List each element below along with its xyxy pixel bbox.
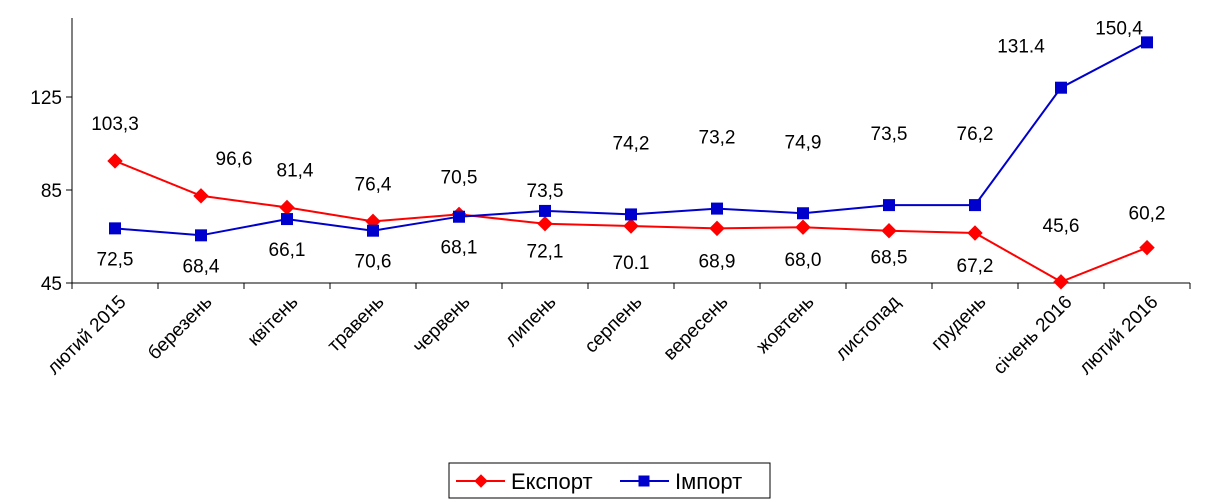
export-point — [881, 222, 897, 239]
import-point — [797, 207, 809, 220]
legend-import-label: Імпорт — [675, 469, 742, 494]
export-point — [107, 153, 123, 169]
x-tick-label: січень 2016 — [989, 292, 1076, 379]
import-point — [1141, 36, 1153, 49]
export-point — [709, 220, 725, 237]
export-point — [1139, 239, 1155, 256]
export-value-label: 96,6 — [216, 149, 253, 170]
x-tick-label: жовтень — [752, 292, 818, 358]
export-value-label: 81,4 — [277, 160, 314, 181]
legend: Експорт Імпорт — [448, 462, 771, 499]
import-point — [969, 199, 981, 212]
x-tick-label: листопад — [832, 292, 905, 365]
x-tick-label: грудень — [927, 292, 990, 355]
data-labels: 103,3 96,6 81,4 76,4 70,5 72,1 70.1 68,9 68,0 68,… — [91, 18, 1165, 277]
import-point — [367, 224, 379, 237]
x-tick-label: серпень — [581, 292, 647, 358]
x-tick-label: лютий 2015 — [43, 292, 130, 379]
export-point — [1053, 274, 1069, 290]
import-value-label: 70,6 — [355, 252, 392, 273]
export-value-label: 67,2 — [957, 256, 994, 277]
x-tick-label: вересень — [660, 292, 733, 365]
x-tick-label: лютий 2016 — [1075, 292, 1162, 379]
x-tick-label: квітень — [244, 292, 303, 351]
import-value-label: 73,5 — [527, 181, 564, 202]
export-point — [537, 216, 553, 232]
export-value-label: 68,5 — [871, 248, 908, 269]
series-layer — [107, 36, 1155, 290]
x-tick-label: червень — [409, 292, 475, 358]
import-value-label: 73,2 — [699, 128, 736, 149]
export-value-label: 68,0 — [785, 250, 822, 271]
import-point — [539, 204, 551, 217]
legend-export-label: Експорт — [511, 469, 593, 494]
y-tick-label: 45 — [41, 274, 62, 295]
export-value-label: 45,6 — [1043, 216, 1080, 237]
import-value-label: 74,9 — [785, 132, 822, 153]
import-value-label: 74,2 — [613, 133, 650, 154]
import-value-label: 73,5 — [871, 124, 908, 145]
export-value-label: 68,9 — [699, 251, 736, 272]
export-value-label: 103,3 — [91, 114, 139, 135]
export-point — [193, 188, 209, 204]
export-value-label: 70,5 — [441, 167, 478, 188]
y-tick-label: 85 — [41, 181, 62, 202]
import-point — [195, 229, 207, 242]
import-value-label: 131.4 — [997, 37, 1045, 58]
import-value-label: 72,5 — [97, 249, 134, 270]
export-value-label: 76,4 — [355, 174, 392, 195]
import-point — [711, 202, 723, 215]
export-point — [279, 199, 295, 216]
export-point — [967, 225, 983, 241]
x-tick-label: травень — [324, 292, 389, 357]
export-value-label: 60,2 — [1129, 204, 1166, 225]
export-point — [795, 219, 811, 235]
import-value-label: 68,1 — [441, 238, 478, 259]
x-tick-label: липень — [501, 292, 560, 351]
import-value-label: 66,1 — [269, 240, 306, 261]
x-tick-label: березень — [144, 292, 216, 364]
import-point — [883, 199, 895, 212]
import-point — [109, 222, 121, 235]
export-value-label: 70.1 — [613, 253, 650, 274]
import-value-label: 76,2 — [957, 124, 994, 145]
import-point — [453, 210, 465, 223]
import-point — [1055, 81, 1067, 94]
legend-export-marker — [474, 474, 488, 488]
export-value-label: 72,1 — [527, 242, 564, 263]
import-value-label: 150,4 — [1095, 18, 1143, 39]
export-point — [623, 218, 639, 234]
import-point — [625, 208, 637, 221]
import-value-label: 68,4 — [183, 256, 220, 277]
import-point — [281, 213, 293, 226]
legend-import-marker — [638, 475, 650, 487]
y-tick-label: 125 — [30, 88, 62, 109]
